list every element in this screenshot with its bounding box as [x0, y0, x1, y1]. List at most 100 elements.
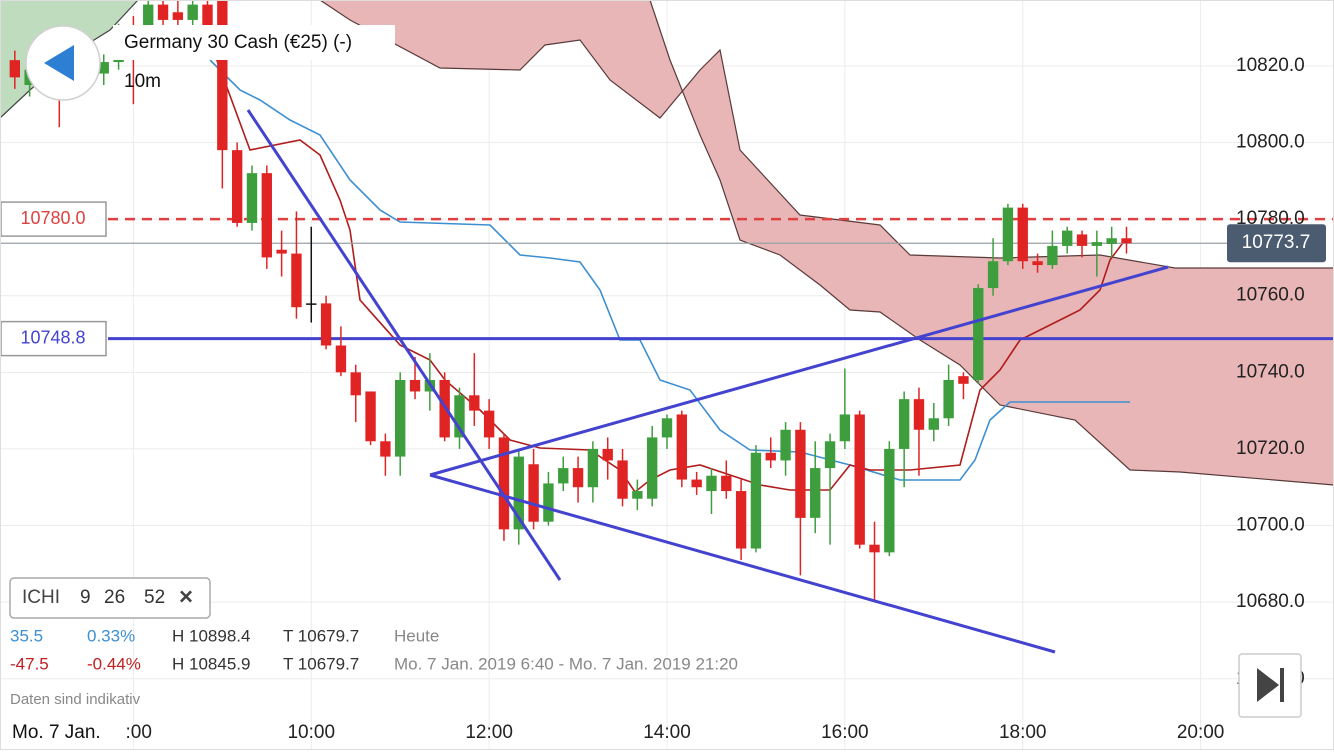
candle-body — [587, 448, 599, 488]
candles — [9, 0, 1132, 603]
candle-body — [617, 460, 628, 499]
candle-body — [1002, 207, 1014, 262]
candle-body — [1032, 261, 1043, 266]
candle-body — [454, 395, 465, 438]
candle-body — [884, 448, 895, 553]
candle-body — [98, 62, 109, 74]
candle-body — [928, 418, 939, 430]
x-tick-label: 18:00 — [999, 722, 1047, 743]
x-tick-label: 12:00 — [465, 722, 513, 743]
candle-body — [1091, 242, 1103, 246]
indicator-close[interactable]: × — [179, 583, 193, 610]
candle-body — [854, 414, 865, 545]
x-tick-label: 16:00 — [821, 722, 869, 743]
price-label: 10780.0 — [20, 208, 85, 228]
y-tick-label: 10720.0 — [1236, 438, 1305, 459]
candle-body — [202, 4, 213, 28]
candle-body — [780, 429, 791, 461]
y-tick-label: 10740.0 — [1236, 361, 1305, 382]
candle-body — [735, 491, 747, 549]
price-label-box[interactable] — [0, 201, 107, 237]
info-value: -47.5 — [10, 654, 49, 673]
y-tick-label: 10820.0 — [1236, 55, 1305, 76]
candle-body — [409, 379, 421, 392]
candle-body — [810, 468, 821, 518]
candle-body — [1076, 234, 1088, 246]
candle-body — [320, 303, 332, 346]
instrument-title: Germany 30 Cash (€25) (-) — [124, 32, 352, 53]
candle-body — [913, 399, 925, 430]
info-period: Heute — [394, 626, 439, 645]
current-price: 10773.7 — [1242, 232, 1311, 253]
indicator-param: 52 — [144, 587, 165, 608]
candle-body — [869, 544, 880, 553]
indicator-name: ICHI — [22, 587, 60, 608]
date-label: Mo. 7 Jan. — [12, 722, 101, 743]
y-tick-label: 10760.0 — [1236, 285, 1305, 306]
candle-body — [261, 173, 272, 258]
indicator-chip[interactable] — [9, 577, 211, 619]
candle-body — [602, 448, 613, 461]
candle-body — [528, 464, 539, 522]
interval: 10m — [124, 71, 161, 92]
candle-body — [291, 253, 302, 308]
info-high: H 10845.9 — [172, 654, 250, 673]
candle-body — [483, 410, 495, 438]
cloud-red — [318, 0, 1334, 486]
x-tick-label: 20:00 — [1177, 722, 1225, 743]
x-tick-label: 10:00 — [287, 722, 335, 743]
candle-body — [395, 379, 406, 457]
candle-body — [543, 483, 554, 522]
info-high: H 10898.4 — [172, 626, 250, 645]
candle-body — [558, 468, 569, 484]
candle-body — [335, 345, 347, 373]
candle-body — [157, 4, 169, 20]
candle-body — [706, 475, 717, 492]
price-label-box[interactable] — [0, 320, 107, 357]
info-low: T 10679.7 — [283, 626, 359, 645]
y-tick-label: 10680.0 — [1236, 591, 1305, 612]
candle-body — [187, 4, 198, 20]
candle-body — [824, 441, 836, 469]
info-percent: -0.44% — [87, 654, 141, 673]
candle-body — [306, 303, 317, 305]
candle-body — [469, 395, 480, 411]
candle-body — [350, 372, 361, 396]
candle-body — [765, 452, 776, 461]
candle-body — [9, 60, 21, 78]
candle-body — [943, 379, 954, 419]
disclaimer: Daten sind indikativ — [10, 691, 141, 708]
candle-body — [380, 441, 391, 457]
info-low: T 10679.7 — [283, 654, 359, 673]
title-box — [113, 25, 395, 60]
date-box — [0, 716, 127, 750]
candle-body — [1047, 245, 1058, 266]
candle-body — [172, 12, 184, 20]
back-icon — [44, 45, 74, 81]
trend-line — [246, 109, 562, 581]
trend-line — [429, 265, 1169, 477]
jump-end-icon — [1257, 668, 1279, 702]
candle-body — [898, 399, 910, 449]
candle-body — [1062, 230, 1073, 246]
candle-body — [661, 418, 673, 438]
candle-body — [513, 456, 524, 530]
candle-body — [632, 491, 643, 499]
y-tick-label: 10780.0 — [1236, 208, 1305, 229]
candle-body — [676, 414, 688, 480]
candle-body — [721, 475, 732, 492]
candle-body — [691, 479, 702, 488]
candle-body — [973, 288, 984, 380]
candle-body — [1106, 238, 1117, 244]
info-period: Mo. 7 Jan. 2019 6:40 - Mo. 7 Jan. 2019 2… — [394, 654, 738, 673]
price-label: 10748.8 — [20, 327, 85, 347]
info-percent: 0.33% — [87, 626, 135, 645]
candle-body — [276, 249, 287, 254]
candle-body — [646, 437, 658, 499]
candle-body — [246, 173, 258, 223]
current-price-box — [1227, 224, 1326, 263]
candle-body — [795, 429, 806, 518]
